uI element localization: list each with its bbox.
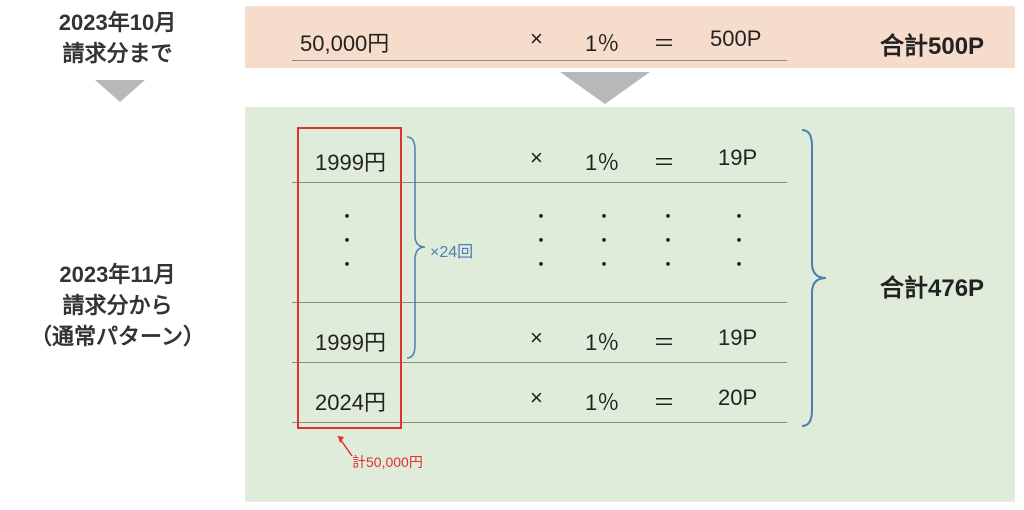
eq-sign: ＝ (653, 385, 675, 417)
label-text: 2023年11月 (0, 260, 235, 291)
eq-sign: ＝ (653, 325, 675, 357)
ellipsis: ・・・ (730, 205, 748, 277)
label-text: 請求分まで (0, 39, 235, 70)
repeat-count: ×24回 (430, 238, 473, 262)
total-points: 合計500P (880, 26, 984, 61)
red-total-label: 計50,000円 (352, 452, 423, 472)
bracket-small-icon (405, 135, 427, 360)
highlight-box (297, 127, 402, 429)
rate-value: 1％ (585, 325, 619, 357)
period-label-bottom: 2023年11月 請求分から （通常パターン） (0, 260, 235, 352)
mult-sign: × (530, 26, 543, 52)
mult-sign: × (530, 145, 543, 171)
eq-sign: ＝ (653, 26, 675, 58)
mult-sign: × (530, 385, 543, 411)
ellipsis: ・・・ (532, 205, 550, 277)
mult-sign: × (530, 325, 543, 351)
rate-value: 1％ (585, 145, 619, 177)
bracket-large-icon (800, 128, 828, 428)
label-text: 2023年10月 (0, 8, 235, 39)
label-text: 請求分から (0, 291, 235, 322)
eq-sign: ＝ (653, 145, 675, 177)
amount-value: 50,000円 (300, 26, 389, 58)
points-value: 20P (718, 385, 757, 411)
points-value: 500P (710, 26, 761, 52)
total-points: 合計476P (880, 268, 984, 303)
rate-value: 1％ (585, 26, 619, 58)
ellipsis: ・・・ (595, 205, 613, 277)
ellipsis: ・・・ (659, 205, 677, 277)
label-text: （通常パターン） (0, 322, 235, 353)
arrow-down-icon (95, 80, 145, 106)
period-label-top: 2023年10月 請求分まで (0, 8, 235, 70)
underline (292, 60, 787, 61)
rate-value: 1％ (585, 385, 619, 417)
points-value: 19P (718, 325, 757, 351)
points-value: 19P (718, 145, 757, 171)
arrow-down-large-icon (560, 72, 650, 108)
